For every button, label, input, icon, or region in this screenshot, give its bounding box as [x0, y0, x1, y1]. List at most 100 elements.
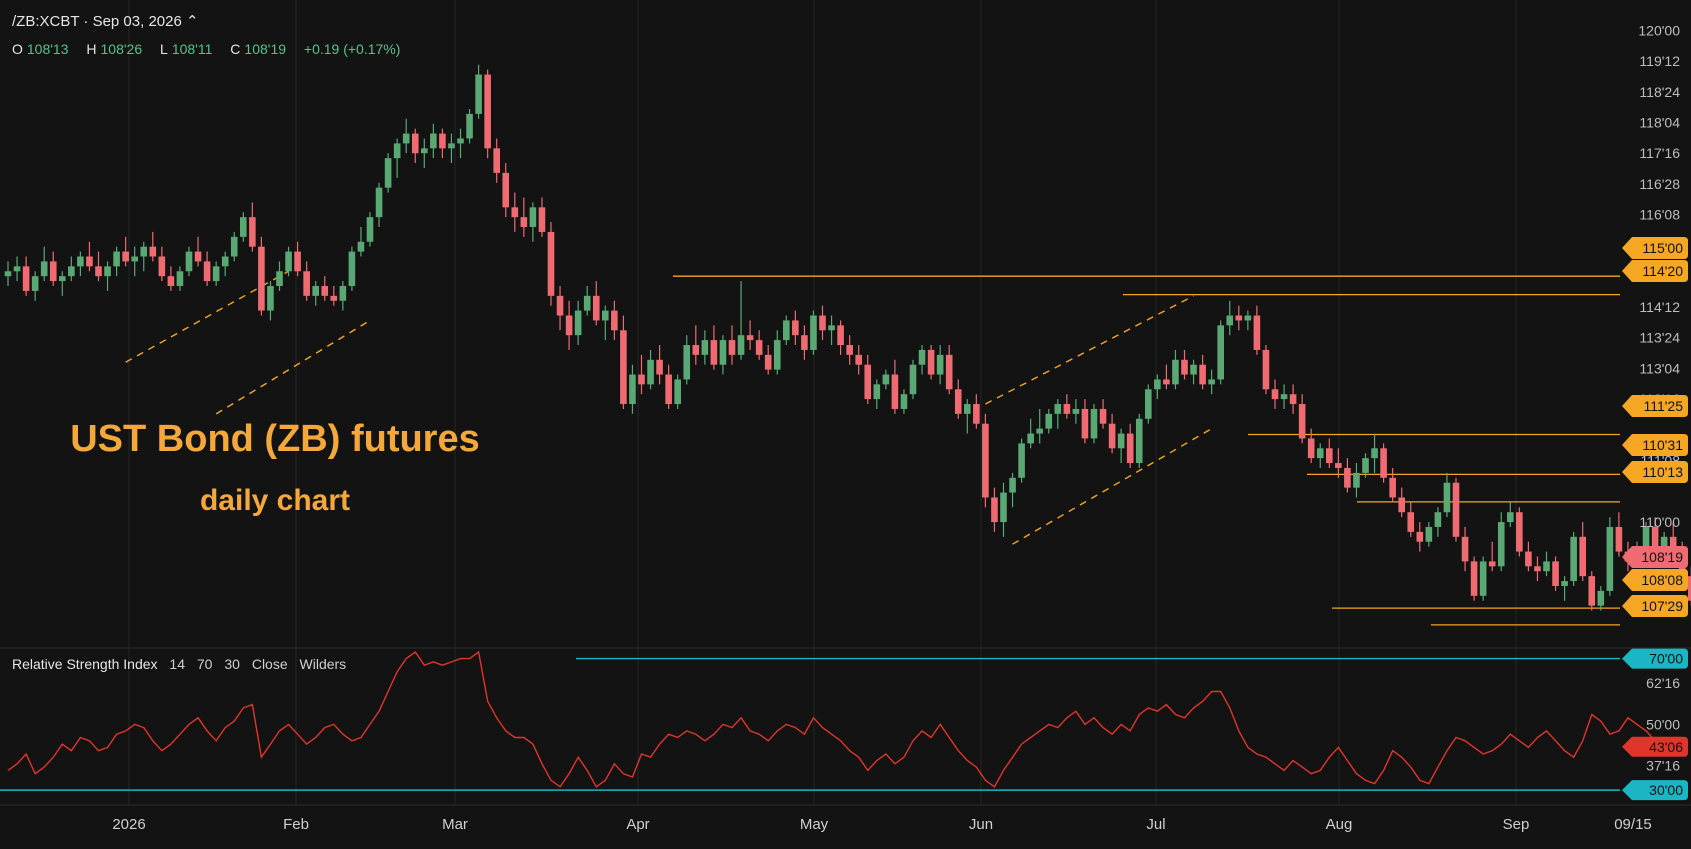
candle — [357, 227, 365, 257]
candle-body — [466, 113, 473, 139]
candle-body — [556, 295, 564, 316]
candle — [656, 345, 663, 385]
candle — [1434, 507, 1442, 537]
candle-body — [294, 251, 301, 272]
candle — [719, 335, 727, 375]
candle — [375, 182, 383, 227]
candle — [294, 241, 301, 277]
candle-body — [1597, 590, 1605, 606]
candle-body — [221, 256, 229, 267]
candle — [321, 276, 329, 301]
candle — [411, 128, 419, 164]
candle — [439, 128, 446, 159]
candle-body — [122, 251, 129, 262]
candle-body — [1108, 423, 1116, 449]
candle — [801, 325, 808, 360]
candle — [1190, 359, 1197, 385]
candle-body — [1154, 379, 1161, 390]
candle-body — [773, 340, 781, 370]
candle-body — [1688, 576, 1691, 601]
candle — [565, 300, 573, 350]
candle — [737, 281, 745, 360]
candle — [1380, 443, 1387, 483]
candle-body — [954, 389, 962, 414]
candle — [158, 246, 166, 282]
candle-body — [1552, 561, 1559, 586]
candle — [1389, 467, 1396, 503]
candle — [185, 246, 193, 277]
open-label: O — [12, 41, 23, 57]
candle — [1018, 438, 1025, 483]
symbol-line[interactable]: /ZB:XCBT · Sep 03, 2026 ⌃ — [12, 13, 199, 30]
price-badge — [1622, 260, 1688, 282]
candle-body — [1407, 512, 1415, 532]
rsi-badge — [1622, 648, 1688, 669]
candle-body — [1280, 394, 1288, 400]
candle — [1181, 349, 1188, 380]
candle — [95, 251, 102, 282]
price-badge-label: 111'25 — [1643, 398, 1683, 414]
candle-body — [1036, 428, 1043, 434]
candle — [1235, 305, 1243, 331]
x-tick-label: Apr — [626, 816, 649, 833]
candle-body — [1443, 482, 1451, 513]
candle — [40, 246, 48, 282]
rsi-tick-label: 50'00 — [1646, 716, 1680, 732]
candle — [991, 487, 998, 532]
price-badge-label: 107'29 — [1641, 598, 1683, 614]
candle-body — [592, 295, 600, 321]
candle — [77, 251, 84, 277]
candle-body — [1606, 526, 1614, 591]
price-axis[interactable]: 120'00 119'12 118'24 118'04 117'16 116'28 116'… — [1622, 22, 1688, 801]
candle — [674, 374, 681, 409]
x-tick-label: Aug — [1326, 816, 1353, 833]
candle-body — [945, 354, 953, 390]
candle — [1335, 448, 1342, 478]
candle-body — [1262, 349, 1270, 390]
rsi-length: 14 — [169, 656, 185, 672]
candle — [547, 222, 555, 306]
candle-body — [22, 266, 30, 291]
candle-body — [312, 286, 319, 296]
candle-body — [330, 295, 338, 301]
price-badge-label: 114'20 — [1642, 263, 1683, 279]
candle-body — [249, 217, 256, 247]
candle-body — [375, 187, 383, 218]
candle — [900, 389, 908, 414]
candle — [1615, 512, 1623, 557]
candle — [1307, 428, 1315, 464]
candle — [430, 123, 437, 159]
candle — [393, 138, 401, 178]
rsi-source: Close — [251, 656, 288, 672]
x-tick-label: May — [800, 816, 829, 833]
x-tick-label: 09/15 — [1614, 816, 1652, 833]
time-axis[interactable]: 2026 Feb Mar Apr May Jun Jul Aug Sep 09/15 — [112, 816, 1651, 833]
candle-body — [357, 241, 365, 252]
price-badge — [1622, 395, 1688, 417]
candle-body — [31, 276, 39, 291]
candle — [1172, 349, 1179, 390]
candle — [783, 315, 790, 346]
candle-body — [1145, 389, 1152, 419]
candle-body — [1090, 408, 1098, 439]
candle — [638, 354, 645, 395]
x-tick-label: Jul — [1146, 816, 1165, 833]
candle — [140, 241, 148, 272]
x-tick-label: Mar — [442, 816, 468, 833]
candle — [1244, 310, 1252, 331]
candle — [1000, 482, 1007, 537]
candle-body — [1380, 448, 1387, 478]
candle-body — [1199, 364, 1206, 385]
candle-body — [1615, 526, 1623, 552]
candle-body — [855, 354, 862, 365]
candle — [104, 261, 111, 291]
candle — [882, 369, 890, 390]
candle — [891, 359, 899, 414]
price-badge — [1622, 595, 1688, 617]
rsi-header[interactable]: Relative Strength Index 14 70 30 Close W… — [12, 656, 354, 672]
candle — [176, 266, 184, 291]
candle-body — [746, 335, 754, 341]
candle — [1099, 399, 1107, 429]
